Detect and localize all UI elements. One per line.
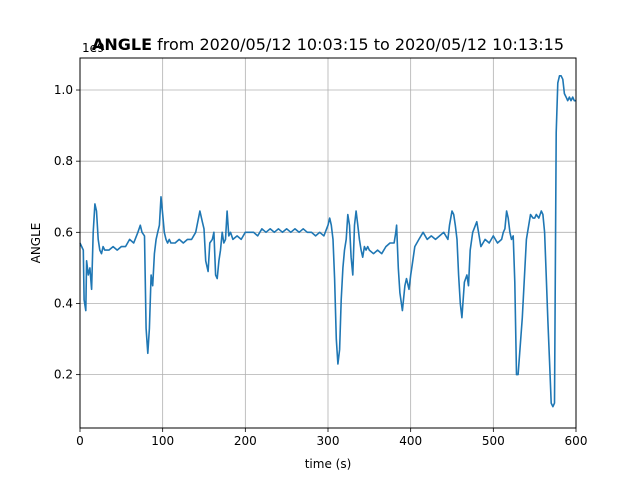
x-tick-label: 600	[565, 434, 588, 448]
y-tick-label: 0.4	[54, 296, 73, 310]
x-tick-label: 0	[76, 434, 84, 448]
chart-title-bold: ANGLE	[92, 35, 152, 54]
x-tick-label: 200	[234, 434, 257, 448]
x-tick-label: 400	[399, 434, 422, 448]
x-axis-label: time (s)	[305, 457, 352, 471]
y-axis-ticks: 0.2 0.4 0.6 0.8 1.0	[54, 83, 80, 382]
y-axis-label: ANGLE	[29, 223, 43, 264]
grid-lines	[79, 58, 577, 428]
series-line-angle	[79, 75, 576, 408]
chart-title-rest: from 2020/05/12 10:03:15 to 2020/05/12 1…	[152, 35, 564, 54]
x-axis-ticks: 0 100 200 300 400 500 600	[76, 428, 587, 448]
y-tick-label: 0.8	[54, 154, 73, 168]
y-axis-offset-label: 1e9	[82, 41, 105, 55]
x-tick-label: 500	[482, 434, 505, 448]
x-tick-label: 300	[317, 434, 340, 448]
y-tick-label: 1.0	[54, 83, 73, 97]
x-tick-label: 100	[151, 434, 174, 448]
y-tick-label: 0.2	[54, 368, 73, 382]
y-tick-label: 0.6	[54, 225, 73, 239]
chart-title: ANGLE from 2020/05/12 10:03:15 to 2020/0…	[92, 35, 564, 54]
